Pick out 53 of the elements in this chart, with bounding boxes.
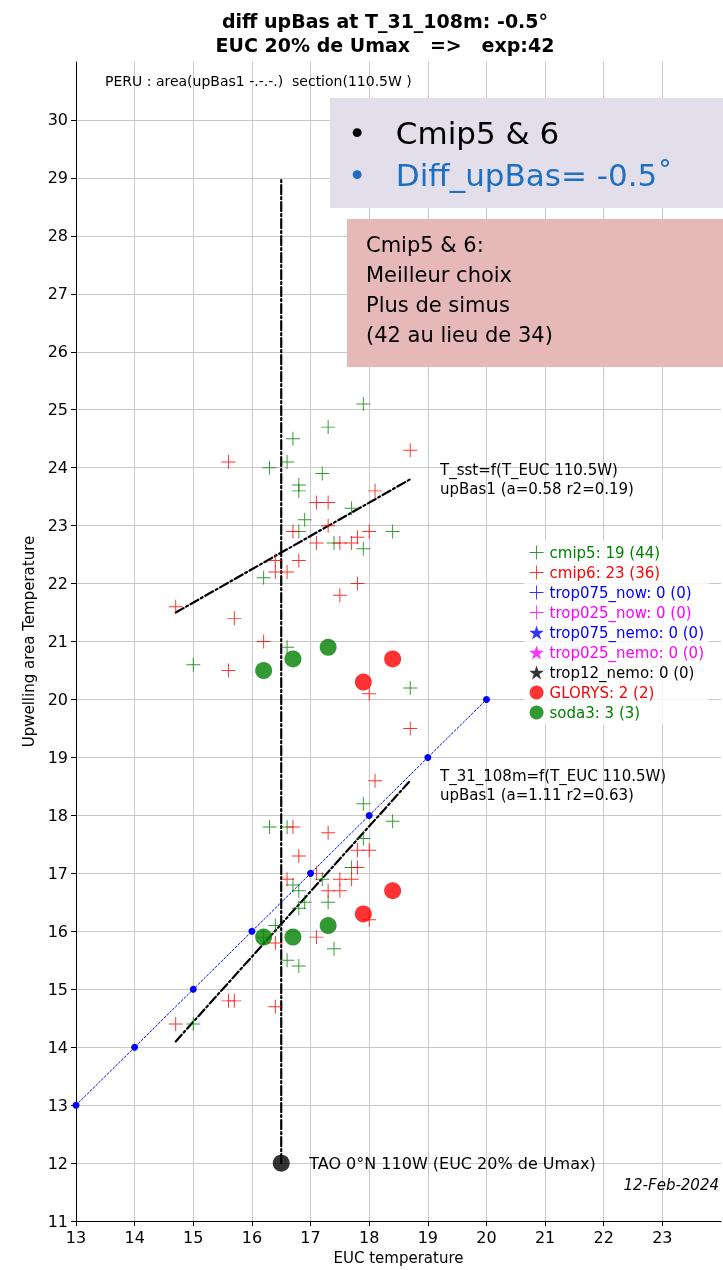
x-tick-label: 15 [183, 1227, 204, 1247]
annotation: T_sst=f(T_EUC 110.5W) upBas1 (a=0.58 r2=0.19) [439, 460, 634, 498]
y-tick-label: 23 [47, 516, 68, 536]
y-tick-label: 20 [47, 690, 68, 710]
x-tick-label: 16 [241, 1227, 263, 1247]
annotation: PERU : area(upBas1 -.-.-.) section(110.5W ) [105, 72, 412, 89]
legend-label: trop12_nemo: 0 (0) [549, 663, 695, 683]
x-tick-label: 13 [65, 1227, 87, 1247]
y-tick-label: 28 [47, 226, 68, 246]
x-tick-label: 19 [417, 1227, 438, 1247]
x-tick-label: 14 [124, 1227, 145, 1247]
x-tick-label: 21 [534, 1227, 556, 1247]
y-tick-label: 14 [47, 1037, 68, 1057]
legend-label: trop075_nemo: 0 (0) [549, 623, 704, 643]
x-tick-label: 22 [593, 1227, 614, 1247]
chart-title: diff upBas at T_31_108m: -0.5° EUC 20% de Umax => exp:42 [215, 10, 555, 56]
note-box: • Cmip5 & 6 • Diff_upBas= -0.5˚ [330, 98, 723, 208]
note-box: Cmip5 & 6: Meilleur choix Plus de simus (42 au lieu de 34) [347, 219, 723, 367]
x-tick-label: 18 [359, 1227, 380, 1247]
annotation: • Diff_upBas= -0.5˚ [348, 156, 674, 195]
legend-label: trop025_nemo: 0 (0) [549, 643, 704, 663]
y-tick-label: 19 [47, 747, 68, 767]
x-tick-label: 23 [652, 1227, 673, 1247]
annotation: T_31_108m=f(T_EUC 110.5W) upBas1 (a=1.11 r2=0.63) [439, 766, 667, 804]
annotation: TAO 0°N 110W (EUC 20% de Umax) [308, 1153, 596, 1173]
legend-label: cmip5: 19 (44) [549, 543, 661, 562]
x-axis-title: EUC temperature [333, 1248, 464, 1267]
legend-label: cmip6: 23 (36) [549, 563, 661, 582]
y-tick-label: 12 [47, 1153, 68, 1173]
y-tick-label: 22 [47, 574, 68, 594]
legend-label: trop025_now: 0 (0) [549, 603, 692, 623]
y-tick-label: 30 [47, 110, 68, 130]
y-tick-label: 25 [47, 400, 68, 420]
y-tick-label: 16 [47, 921, 68, 941]
annotation: 12-Feb-2024 [623, 1176, 719, 1194]
y-tick-label: 26 [47, 342, 68, 362]
y-tick-label: 24 [47, 458, 68, 478]
y-tick-label: 13 [47, 1095, 68, 1115]
y-tick-label: 27 [47, 284, 68, 304]
y-axis-title: Upwelling area Temperature [19, 535, 38, 748]
annotation: • Cmip5 & 6 [348, 114, 561, 153]
y-tick-label: 11 [47, 1211, 68, 1231]
y-tick-label: 21 [47, 632, 68, 652]
legend-label: soda3: 3 (3) [549, 703, 641, 722]
annotation: Cmip5 & 6: Meilleur choix Plus de simus (42 au lieu de 34) [366, 232, 554, 349]
legend-label: trop075_now: 0 (0) [549, 583, 692, 603]
y-tick-label: 15 [47, 979, 68, 999]
y-tick-label: 29 [47, 168, 68, 188]
legend-label: GLORYS: 2 (2) [549, 683, 655, 702]
x-tick-label: 17 [300, 1227, 321, 1247]
y-tick-label: 18 [47, 805, 68, 825]
x-tick-label: 20 [476, 1227, 497, 1247]
y-tick-label: 17 [47, 863, 68, 883]
